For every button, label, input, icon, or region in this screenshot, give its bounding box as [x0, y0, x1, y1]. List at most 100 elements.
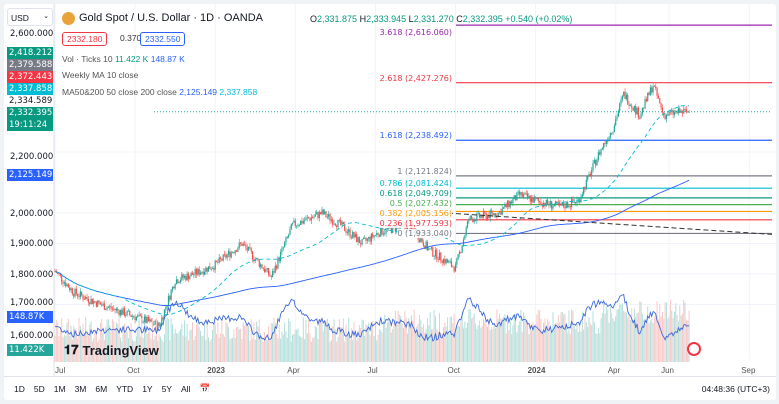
- volume-bar: [520, 309, 522, 362]
- volume-bar: [381, 332, 383, 362]
- volume-bar: [321, 322, 323, 362]
- volume-bar: [212, 329, 214, 362]
- volume-bar: [179, 329, 181, 362]
- symbol-title[interactable]: Gold Spot / U.S. Dollar · 1D · OANDA: [62, 12, 263, 25]
- range-6m[interactable]: 6M: [95, 383, 108, 394]
- volume-bar: [533, 326, 535, 362]
- volume-bar: [537, 309, 539, 362]
- range-5d[interactable]: 5D: [33, 383, 45, 394]
- volume-bar: [596, 333, 598, 362]
- candle-body: [306, 217, 308, 219]
- volume-bar: [198, 327, 200, 362]
- volume-bar: [171, 324, 173, 362]
- price-chart[interactable]: [4, 4, 776, 376]
- volume-bar: [549, 331, 551, 362]
- volume-bar: [418, 314, 420, 362]
- candle-body: [217, 261, 219, 263]
- volume-bar: [495, 328, 497, 362]
- candle-body: [502, 207, 505, 209]
- range-3m[interactable]: 3M: [74, 383, 87, 394]
- candle-body: [86, 297, 88, 299]
- volume-bar: [536, 314, 538, 362]
- candle-body: [489, 210, 491, 219]
- timezone-clock[interactable]: 04:48:36 (UTC+3): [701, 383, 770, 394]
- candle-body: [121, 310, 123, 315]
- candle-body: [57, 272, 59, 274]
- range-all[interactable]: All: [181, 383, 191, 394]
- volume-bar: [663, 319, 665, 362]
- candle-body: [597, 152, 599, 160]
- range-5y[interactable]: 5Y: [161, 383, 172, 394]
- volume-bar: [434, 316, 436, 362]
- volume-bar: [421, 326, 423, 362]
- candle-body: [357, 237, 359, 243]
- volume-bar: [507, 320, 509, 362]
- candle-body: [66, 284, 68, 287]
- candle-body: [266, 268, 268, 270]
- candle-body: [373, 235, 375, 238]
- candle-body: [130, 314, 132, 317]
- candle-body: [61, 275, 63, 282]
- range-ytd[interactable]: YTD: [116, 383, 134, 394]
- candle-body: [177, 279, 179, 284]
- candle-body: [378, 235, 381, 237]
- candle-body: [581, 194, 583, 197]
- volume-bar: [165, 320, 167, 362]
- candle-body: [454, 264, 457, 272]
- buy-button[interactable]: 2332.550: [140, 32, 186, 46]
- candle-body: [460, 251, 462, 253]
- candle-body: [370, 233, 372, 242]
- candle-body: [329, 214, 331, 221]
- candle-body: [374, 234, 376, 236]
- fib-level-label: 1.618 (2,238.492): [379, 131, 452, 141]
- candle-body: [194, 269, 196, 275]
- volume-bar: [265, 338, 267, 362]
- candle-body: [170, 290, 172, 300]
- candle-body: [79, 291, 81, 297]
- range-1m[interactable]: 1M: [53, 383, 66, 394]
- volume-bar: [105, 326, 107, 362]
- candle-body: [494, 213, 497, 217]
- candle-body: [317, 212, 319, 218]
- range-1d[interactable]: 1D: [14, 383, 25, 394]
- volume-bar: [597, 327, 599, 362]
- candle-body: [603, 143, 605, 149]
- volume-bar: [162, 341, 164, 362]
- candle-body: [74, 288, 76, 297]
- currency-select[interactable]: USD ⌄: [7, 8, 53, 26]
- volume-bar: [312, 338, 314, 362]
- price-axis-label: 1,600.000: [10, 331, 54, 341]
- volume-bar: [301, 337, 303, 362]
- ma-legend[interactable]: MA50&200 50 close 200 close 2,125.149 2,…: [62, 87, 258, 97]
- time-axis-label: Oct: [127, 366, 140, 375]
- candle-body: [292, 222, 294, 225]
- volume-bar: [632, 320, 634, 362]
- candle-body: [633, 105, 635, 111]
- candle-body: [239, 242, 242, 244]
- candle-body: [207, 266, 210, 272]
- candle-body: [215, 260, 218, 262]
- volume-legend[interactable]: Vol · Ticks 10 11.422 K 148.87 K: [62, 54, 185, 64]
- candle-body: [337, 219, 339, 228]
- volume-bar: [257, 326, 259, 362]
- sell-button[interactable]: 2332.180: [62, 32, 108, 46]
- candle-body: [432, 247, 434, 257]
- weekly-ma-legend[interactable]: Weekly MA 10 close: [62, 70, 139, 80]
- candle-body: [218, 257, 220, 263]
- candle-body: [97, 300, 99, 307]
- volume-bar: [182, 335, 184, 362]
- volume-bar: [342, 318, 344, 362]
- candle-body: [238, 242, 240, 249]
- range-1y[interactable]: 1Y: [142, 383, 153, 394]
- candle-body: [620, 99, 622, 104]
- candle-body: [464, 235, 466, 240]
- candle-body: [304, 220, 306, 222]
- calendar-goto-icon[interactable]: 📅: [199, 383, 211, 393]
- candle-body: [552, 206, 554, 209]
- candle-body: [280, 251, 282, 261]
- volume-bar: [584, 318, 586, 362]
- candle-body: [458, 251, 461, 255]
- candle-body: [190, 272, 192, 277]
- volume-bar: [135, 336, 137, 362]
- candle-body: [125, 315, 127, 316]
